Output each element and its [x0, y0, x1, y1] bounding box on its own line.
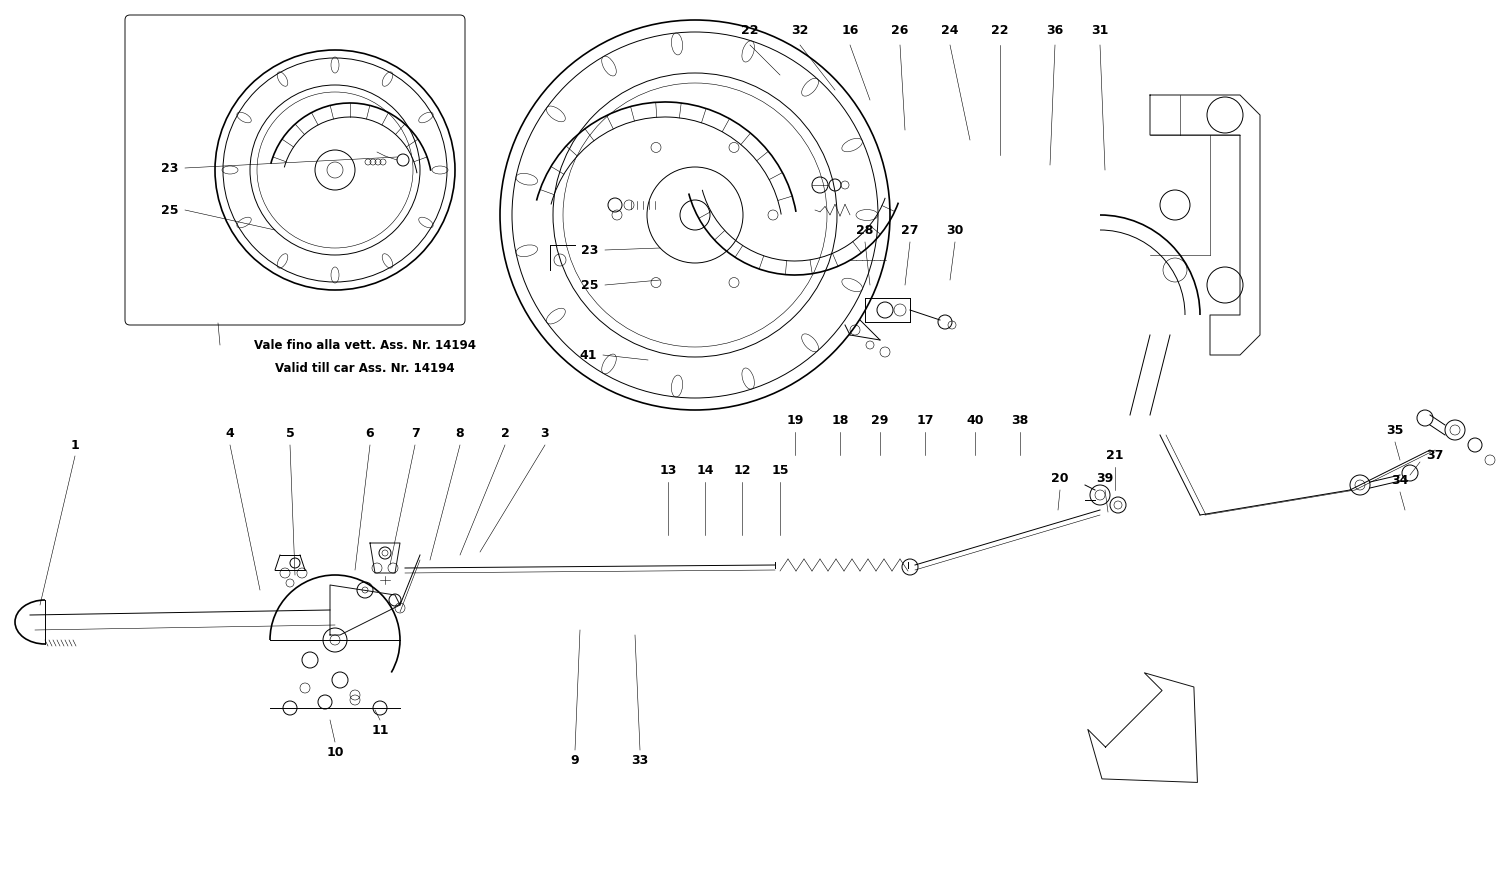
Text: 6: 6 [366, 427, 375, 439]
Text: 11: 11 [372, 723, 388, 737]
Text: 28: 28 [856, 224, 873, 236]
Text: 21: 21 [1106, 448, 1124, 462]
Text: 2: 2 [501, 427, 510, 439]
Text: 25: 25 [580, 279, 598, 291]
Text: 31: 31 [1092, 23, 1108, 37]
Text: 22: 22 [992, 23, 1008, 37]
Text: 9: 9 [570, 754, 579, 766]
Text: 18: 18 [831, 413, 849, 427]
Text: 1: 1 [70, 438, 80, 452]
Text: 35: 35 [1386, 423, 1404, 437]
Text: 40: 40 [966, 413, 984, 427]
Text: 8: 8 [456, 427, 465, 439]
Text: 3: 3 [540, 427, 549, 439]
Text: 23: 23 [582, 243, 598, 257]
Text: 41: 41 [579, 348, 597, 362]
Text: 24: 24 [940, 23, 958, 37]
Text: 14: 14 [696, 463, 714, 477]
Text: 20: 20 [1052, 471, 1068, 485]
Text: 23: 23 [162, 161, 178, 175]
FancyBboxPatch shape [124, 15, 465, 325]
Text: 16: 16 [842, 23, 858, 37]
Text: 22: 22 [741, 23, 759, 37]
Text: 12: 12 [734, 463, 750, 477]
Text: 7: 7 [411, 427, 420, 439]
Text: 19: 19 [786, 413, 804, 427]
Text: 29: 29 [871, 413, 888, 427]
Text: 5: 5 [285, 427, 294, 439]
Text: 34: 34 [1392, 473, 1408, 486]
Text: 38: 38 [1011, 413, 1029, 427]
Text: 30: 30 [946, 224, 963, 236]
Text: 32: 32 [792, 23, 808, 37]
Text: 37: 37 [1426, 448, 1443, 462]
Text: 25: 25 [162, 203, 178, 217]
Text: 39: 39 [1096, 471, 1113, 485]
Text: 10: 10 [327, 746, 344, 758]
Text: 36: 36 [1047, 23, 1064, 37]
Text: 13: 13 [660, 463, 676, 477]
Text: 26: 26 [891, 23, 909, 37]
Text: 17: 17 [916, 413, 933, 427]
Polygon shape [1088, 673, 1197, 782]
Text: Valid till car Ass. Nr. 14194: Valid till car Ass. Nr. 14194 [274, 362, 454, 374]
Text: 27: 27 [902, 224, 918, 236]
Text: 15: 15 [771, 463, 789, 477]
Text: 33: 33 [632, 754, 648, 766]
Text: Vale fino alla vett. Ass. Nr. 14194: Vale fino alla vett. Ass. Nr. 14194 [254, 339, 476, 352]
Text: 4: 4 [225, 427, 234, 439]
